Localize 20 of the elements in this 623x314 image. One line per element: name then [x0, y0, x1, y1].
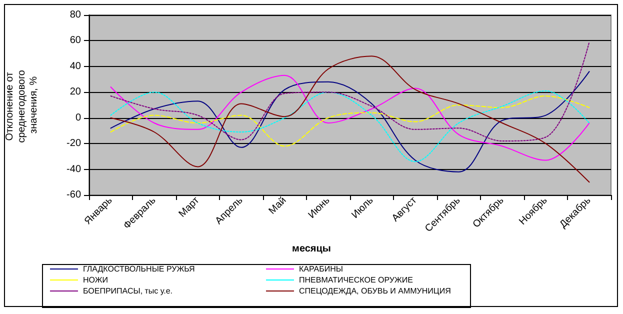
- y-tick-label: -40: [66, 164, 82, 175]
- legend-label: ГЛАДКОСТВОЛЬНЫЕ РУЖЬЯ: [83, 264, 195, 274]
- y-tick-label: 80: [70, 10, 82, 20]
- y-tick-label: 20: [70, 86, 82, 98]
- y-tick-label: 40: [70, 60, 82, 72]
- line-series: [110, 90, 590, 162]
- legend-label: КАРАБИНЫ: [299, 264, 343, 274]
- legend-label: СПЕЦОДЕЖДА, ОБУВЬ И АММУНИЦИЯ: [299, 286, 452, 296]
- legend-label: НОЖИ: [83, 276, 108, 284]
- line-series: [110, 56, 590, 183]
- line-series: [110, 96, 590, 147]
- legend-label: БОЕПРИПАСЫ, тыс у.е.: [83, 286, 172, 296]
- y-tick-label: -60: [66, 190, 82, 200]
- y-tick-label: -20: [66, 138, 82, 150]
- y-axis-title: Отклонение от среднегодового значения, %: [4, 67, 40, 143]
- x-axis-title: месяцы: [292, 244, 331, 254]
- line-series: [110, 42, 590, 142]
- y-tick-label: 0: [75, 112, 82, 124]
- legend-label: ПНЕВМАТИЧЕСКОЕ ОРУЖИЕ: [299, 276, 413, 284]
- y-tick-label: 60: [70, 35, 82, 46]
